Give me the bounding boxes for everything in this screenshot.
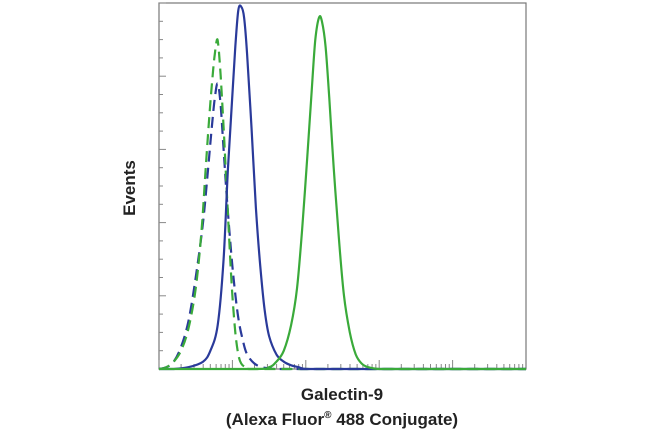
y-axis-label: Events: [120, 160, 139, 216]
histogram-curves: [158, 4, 526, 371]
x-axis-label-line1: Galectin-9: [301, 385, 383, 404]
histogram-series-4-solid: [159, 15, 526, 371]
histogram-series-2-dashed: [158, 38, 526, 371]
x-axis-label-line2-rest: 488 Conjugate): [332, 410, 459, 429]
registered-mark: ®: [324, 410, 332, 421]
x-axis-label-line2-main: (Alexa Fluor: [226, 410, 325, 429]
histogram-series-1-dashed: [158, 82, 526, 371]
x-axis-label-line2: (Alexa Fluor® 488 Conjugate): [226, 410, 458, 429]
histogram-series-3-solid: [159, 4, 526, 371]
